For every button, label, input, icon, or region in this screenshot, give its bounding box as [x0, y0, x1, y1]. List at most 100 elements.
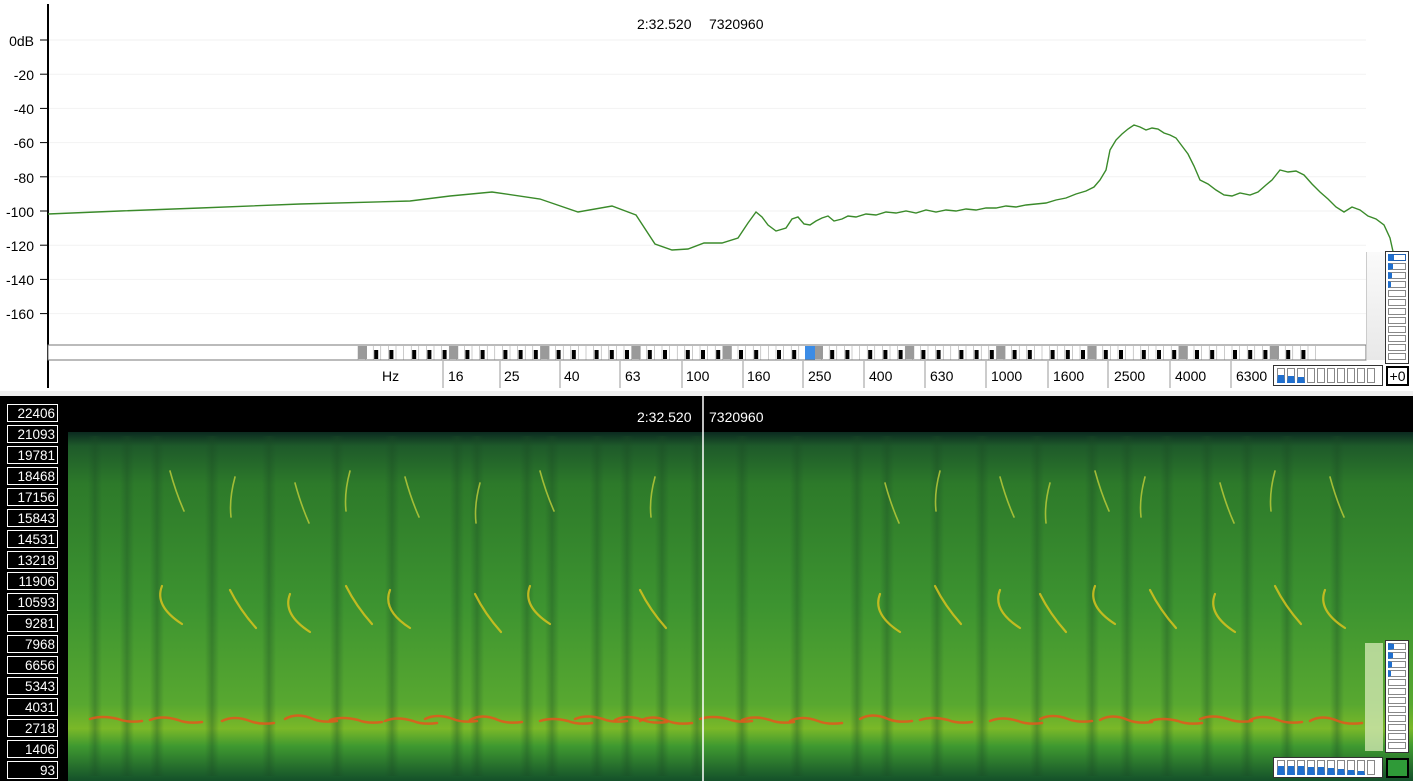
noise-stripe: [880, 436, 894, 776]
hz-label: 4000: [1175, 368, 1207, 384]
vzoom-step[interactable]: [1388, 715, 1406, 722]
zoom-reset-button[interactable]: +0: [1386, 366, 1409, 386]
black-key: [754, 350, 759, 359]
freq-label: 9281: [7, 614, 58, 632]
vzoom-step[interactable]: [1388, 308, 1406, 315]
spectrogram-scroll-track[interactable]: [1365, 643, 1383, 751]
hzoom-step[interactable]: [1317, 760, 1325, 775]
noise-stripe: [450, 436, 464, 776]
noise-stripe: [545, 436, 559, 776]
call-trace: [1038, 592, 1068, 634]
vzoom-step[interactable]: [1388, 661, 1406, 668]
hzoom-step[interactable]: [1307, 368, 1315, 383]
hz-label: 1600: [1053, 368, 1085, 384]
vzoom-step[interactable]: [1388, 724, 1406, 731]
black-key: [556, 350, 561, 359]
hzoom-step[interactable]: [1317, 368, 1325, 383]
vzoom-step[interactable]: [1388, 317, 1406, 324]
vzoom-step[interactable]: [1388, 688, 1406, 695]
vzoom-step[interactable]: [1388, 272, 1406, 279]
call-trace: [88, 715, 144, 723]
hzoom-step[interactable]: [1327, 760, 1335, 775]
black-key: [685, 350, 690, 359]
black-key: [412, 350, 417, 359]
black-key: [739, 350, 743, 359]
vzoom-step[interactable]: [1388, 290, 1406, 297]
vzoom-step[interactable]: [1388, 733, 1406, 740]
black-key: [883, 350, 888, 359]
call-trace: [527, 584, 552, 626]
vertical-zoom-control[interactable]: [1385, 251, 1409, 364]
hzoom-step[interactable]: [1347, 368, 1355, 383]
hzoom-step[interactable]: [1367, 760, 1375, 775]
hzoom-step[interactable]: [1297, 760, 1305, 775]
black-key: [1012, 350, 1017, 359]
vzoom-step[interactable]: [1388, 326, 1406, 333]
call-trace: [539, 470, 555, 512]
vzoom-step[interactable]: [1388, 281, 1406, 288]
black-key: [442, 350, 447, 359]
vzoom-step[interactable]: [1388, 697, 1406, 704]
freq-label: 7968: [7, 635, 58, 653]
hzoom-step[interactable]: [1357, 368, 1365, 383]
black-key: [830, 350, 835, 359]
hzoom-step[interactable]: [1367, 368, 1375, 383]
freq-label: 4031: [7, 698, 58, 716]
hzoom-step[interactable]: [1277, 368, 1285, 383]
call-trace: [1219, 482, 1235, 524]
vzoom-step[interactable]: [1388, 670, 1406, 677]
hzoom-step[interactable]: [1337, 760, 1345, 775]
black-key: [1263, 350, 1268, 359]
hzoom-step[interactable]: [1277, 760, 1285, 775]
hzoom-step[interactable]: [1337, 368, 1345, 383]
spectrogram-horizontal-zoom[interactable]: [1273, 757, 1383, 778]
hzoom-step[interactable]: [1307, 760, 1315, 775]
hzoom-step[interactable]: [1287, 760, 1295, 775]
freq-label: 21093: [7, 425, 58, 443]
vzoom-step[interactable]: [1388, 344, 1406, 351]
vzoom-step[interactable]: [1388, 742, 1406, 749]
noise-stripe: [88, 436, 102, 776]
call-trace: [1139, 476, 1146, 518]
call-trace: [148, 716, 204, 724]
vzoom-step[interactable]: [1388, 643, 1406, 650]
freq-label: 13218: [7, 551, 58, 569]
vertical-scroll-track[interactable]: [1366, 252, 1385, 360]
highlighted-key: [805, 346, 815, 360]
horizontal-zoom-control[interactable]: [1273, 365, 1383, 386]
noise-stripe: [850, 436, 864, 776]
vzoom-step[interactable]: [1388, 254, 1406, 261]
spectrogram-vertical-zoom[interactable]: [1385, 640, 1409, 753]
vzoom-step[interactable]: [1388, 335, 1406, 342]
hz-label: 63: [625, 368, 641, 384]
hzoom-step[interactable]: [1357, 760, 1365, 775]
vzoom-step[interactable]: [1388, 679, 1406, 686]
vzoom-step[interactable]: [1388, 706, 1406, 713]
hzoom-step[interactable]: [1297, 368, 1305, 383]
call-trace: [698, 715, 754, 723]
hzoom-step[interactable]: [1347, 760, 1355, 775]
hzoom-step[interactable]: [1327, 368, 1335, 383]
call-trace: [283, 714, 339, 723]
freq-label: 2718: [7, 719, 58, 737]
hz-label: 630: [930, 368, 954, 384]
black-key: [1248, 350, 1253, 359]
black-key: [518, 350, 523, 359]
color-scheme-button[interactable]: [1386, 758, 1409, 778]
noise-stripe: [1240, 436, 1254, 776]
vzoom-step[interactable]: [1388, 299, 1406, 306]
call-trace: [294, 482, 310, 524]
call-trace: [1038, 714, 1094, 723]
black-key: [845, 350, 850, 359]
hzoom-step[interactable]: [1287, 368, 1295, 383]
call-trace: [344, 470, 351, 512]
vzoom-step[interactable]: [1388, 652, 1406, 659]
vzoom-step[interactable]: [1388, 263, 1406, 270]
spectrum-plot: [40, 4, 1395, 388]
noise-stripe: [790, 436, 804, 776]
octave-key: [722, 346, 732, 359]
black-key: [1195, 350, 1199, 359]
vzoom-step[interactable]: [1388, 353, 1406, 360]
black-key: [609, 350, 614, 359]
freq-label: 19781: [7, 446, 58, 464]
